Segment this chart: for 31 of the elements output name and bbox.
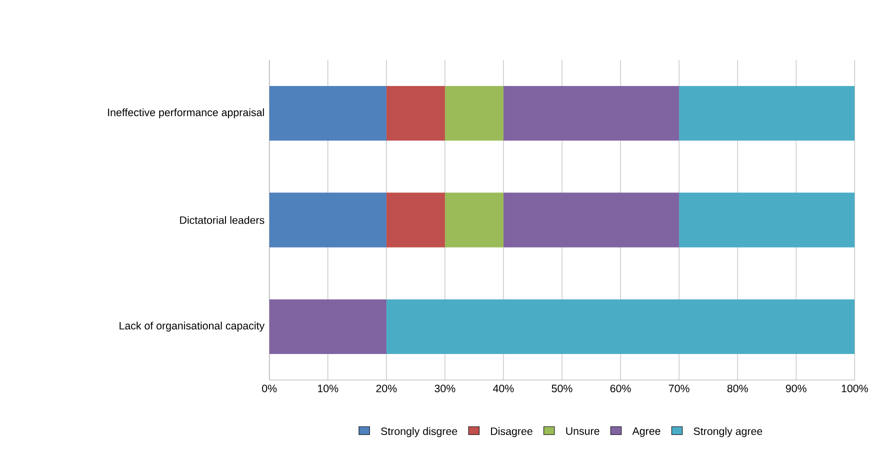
legend-label: Strongly agree — [694, 427, 762, 438]
bar — [386, 192, 445, 248]
bar — [679, 86, 855, 141]
bar — [503, 192, 680, 248]
bar — [679, 192, 855, 248]
x-tick-label: 60% — [610, 384, 631, 392]
y-tick-label: Lack of organisational capacity — [120, 322, 265, 332]
x-tick-label: 10% — [318, 384, 338, 392]
bar — [269, 192, 386, 248]
x-tick-label: 90% — [786, 384, 806, 392]
legend-label: Agree — [632, 427, 660, 437]
x-tick-label: 40% — [493, 384, 514, 392]
bar — [503, 86, 680, 141]
y-tick-label: Dictatorial leaders — [180, 216, 264, 224]
x-tick-label: 30% — [434, 384, 456, 392]
bar — [269, 86, 386, 141]
x-tick-label: 80% — [727, 384, 748, 392]
x-tick-label: 0% — [262, 384, 277, 392]
x-tick-label: 50% — [552, 384, 572, 392]
x-tick-label: 70% — [668, 384, 690, 392]
bar — [444, 192, 504, 248]
legend-label: Disagree — [491, 427, 532, 438]
legend-label: Strongly disgree — [381, 427, 458, 438]
x-tick-label: 100% — [842, 384, 868, 392]
bar — [386, 299, 855, 354]
bar — [269, 299, 386, 354]
bar — [386, 86, 445, 141]
legend-label: Unsure — [566, 427, 600, 435]
x-tick-label: 20% — [376, 384, 397, 392]
bar — [444, 86, 504, 141]
y-tick-label: Ineffective performance appraisal — [108, 108, 264, 118]
